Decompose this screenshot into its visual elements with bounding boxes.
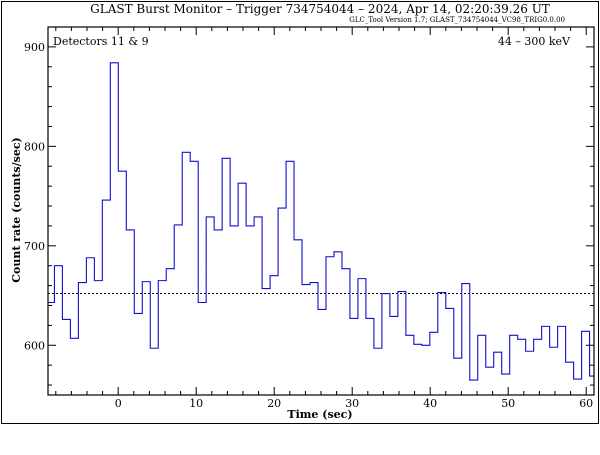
y-tick-label: 700 (24, 240, 45, 253)
x-tick-label: 30 (345, 397, 359, 410)
x-tick-label: 0 (115, 397, 122, 410)
x-tick-label: 10 (189, 397, 203, 410)
y-axis-label: Count rate (counts/sec) (10, 137, 23, 282)
series-layer (48, 62, 594, 381)
chart-subtitle: GLC_Tool Version 1.7; GLAST_734754044_VC… (349, 16, 565, 24)
y-tick-label: 600 (24, 339, 45, 352)
x-tick-label: 40 (423, 397, 437, 410)
x-axis-label: Time (sec) (287, 408, 352, 421)
count-rate-series (48, 62, 594, 381)
plot-frame (47, 26, 595, 396)
energy-range-annotation: 44 – 300 keV (498, 35, 571, 48)
y-tick-label: 900 (24, 41, 45, 54)
x-tick-label: 50 (501, 397, 515, 410)
y-tick-label: 800 (24, 140, 45, 153)
detectors-annotation: Detectors 11 & 9 (53, 35, 149, 48)
chart-title: GLAST Burst Monitor – Trigger 734754044 … (90, 2, 550, 16)
outer-frame (1, 1, 599, 424)
x-tick-label: 20 (267, 397, 281, 410)
x-tick-label: 60 (579, 397, 593, 410)
x-axis: 0 10 20 30 40 50 60 (55, 27, 593, 410)
